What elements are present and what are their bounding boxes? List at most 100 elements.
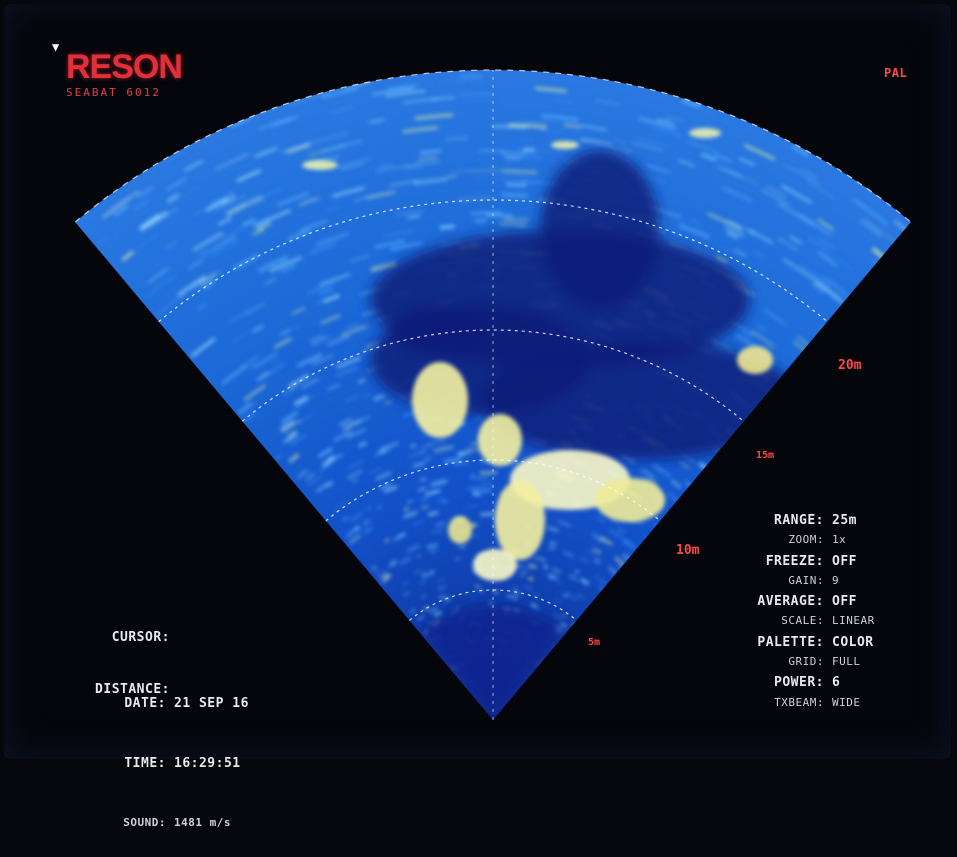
target-echo	[551, 141, 579, 149]
sonar-return-streak	[549, 577, 553, 579]
sonar-return-streak	[527, 64, 551, 66]
sonar-return-streak	[629, 553, 639, 562]
target-echo	[737, 346, 773, 374]
sonar-return-streak	[645, 537, 651, 542]
sonar-return-streak	[513, 597, 517, 598]
video-mode: PAL	[884, 66, 907, 80]
sonar-return-streak	[520, 569, 528, 571]
range-label-10m: 10m	[676, 543, 699, 558]
sonar-return-streak	[446, 138, 468, 139]
target-echo	[689, 128, 721, 138]
sonar-return-streak	[499, 224, 525, 225]
sonar-return-streak	[452, 171, 467, 172]
setting-key: RANGE:	[700, 513, 824, 533]
sonar-return-streak	[600, 588, 605, 593]
sonar-return-streak	[575, 571, 578, 573]
setting-row: RANGE:25m	[700, 513, 875, 533]
sonar-return-streak	[98, 186, 111, 196]
sonar-return-streak	[573, 624, 579, 630]
sonar-return-streak	[543, 566, 548, 568]
sonar-return-streak	[531, 64, 548, 65]
sonar-return-streak	[473, 493, 480, 494]
sonar-return-streak	[471, 597, 475, 598]
target-echo	[595, 478, 665, 522]
sonar-return-streak	[822, 327, 840, 343]
setting-row: TXBEAM:WIDE	[700, 696, 875, 716]
sonar-return-streak	[503, 219, 528, 220]
sonar-return-streak	[506, 184, 527, 185]
sonar-return-streak	[407, 500, 413, 502]
sound-label: SOUND:	[90, 816, 166, 838]
sonar-return-streak	[563, 615, 566, 617]
setting-value: 9	[824, 574, 839, 594]
sonar-return-streak	[458, 452, 470, 453]
sonar-return-streak	[468, 170, 501, 171]
sonar-return-streak	[507, 596, 513, 597]
sonar-return-streak	[227, 112, 242, 119]
sonar-return-streak	[506, 158, 522, 159]
sonar-return-streak	[459, 76, 481, 77]
setting-key: TXBEAM:	[700, 696, 824, 716]
sonar-return-streak	[457, 67, 486, 68]
sonar-return-streak	[502, 197, 528, 198]
sonar-return-streak	[529, 578, 533, 579]
cursor-label: CURSOR:	[72, 630, 170, 652]
target-echo	[473, 549, 517, 581]
sonar-return-streak	[475, 495, 483, 496]
sonar-return-streak	[459, 546, 465, 547]
setting-key: AVERAGE:	[700, 594, 824, 614]
setting-value: 6	[824, 675, 840, 695]
sonar-return-streak	[422, 573, 426, 575]
range-label-15m: 15m	[756, 450, 774, 461]
setting-value: OFF	[824, 594, 857, 614]
setting-key: SCALE:	[700, 614, 824, 634]
sonar-return-streak	[740, 424, 757, 439]
setting-value: LINEAR	[824, 614, 875, 634]
setting-key: GRID:	[700, 655, 824, 675]
sonar-return-streak	[457, 454, 465, 455]
setting-row: FREEZE:OFF	[700, 554, 875, 574]
sonar-return-streak	[381, 581, 385, 584]
setting-row: PALETTE:COLOR	[700, 635, 875, 655]
target-echo	[495, 480, 545, 560]
sonar-return-streak	[517, 565, 524, 566]
setting-value: 1x	[824, 533, 846, 553]
date-label: DATE:	[90, 696, 166, 718]
target-echo	[448, 516, 472, 544]
sonar-return-streak	[520, 575, 524, 576]
logo-subtitle: SEABAT 6012	[66, 86, 182, 99]
sonar-return-streak	[873, 261, 902, 287]
sonar-return-streak	[500, 152, 527, 153]
setting-row: GRID:FULL	[700, 655, 875, 675]
setting-row: ZOOM:1x	[700, 533, 875, 553]
setting-row: POWER:6	[700, 675, 875, 695]
sonar-return-streak	[501, 194, 527, 195]
sonar-return-streak	[471, 489, 481, 490]
target-echo	[478, 414, 522, 466]
status-panel: DATE:21 SEP 16 TIME:16:29:51 SOUND:1481 …	[90, 658, 249, 857]
target-echo	[302, 160, 338, 170]
setting-value: FULL	[824, 655, 861, 675]
setting-key: POWER:	[700, 675, 824, 695]
setting-value: WIDE	[824, 696, 861, 716]
sonar-return-streak	[491, 178, 528, 179]
target-echo	[412, 362, 468, 438]
setting-value: OFF	[824, 554, 857, 574]
date-value: 21 SEP 16	[166, 696, 249, 718]
range-label-5m: 5m	[588, 637, 600, 648]
pointer-icon: ▼	[52, 40, 59, 54]
sonar-return-streak	[613, 574, 617, 577]
setting-key: PALETTE:	[700, 635, 824, 655]
sonar-return-streak	[608, 71, 635, 76]
sonar-return-streak	[522, 573, 526, 574]
sonar-return-streak	[440, 226, 455, 227]
setting-value: COLOR	[824, 635, 874, 655]
sonar-return-streak	[404, 508, 408, 510]
sound-value: 1481 m/s	[166, 816, 231, 838]
setting-row: AVERAGE:OFF	[700, 594, 875, 614]
sonar-return-streak	[474, 586, 480, 587]
setting-key: FREEZE:	[700, 554, 824, 574]
setting-row: GAIN:9	[700, 574, 875, 594]
time-label: TIME:	[90, 756, 166, 778]
